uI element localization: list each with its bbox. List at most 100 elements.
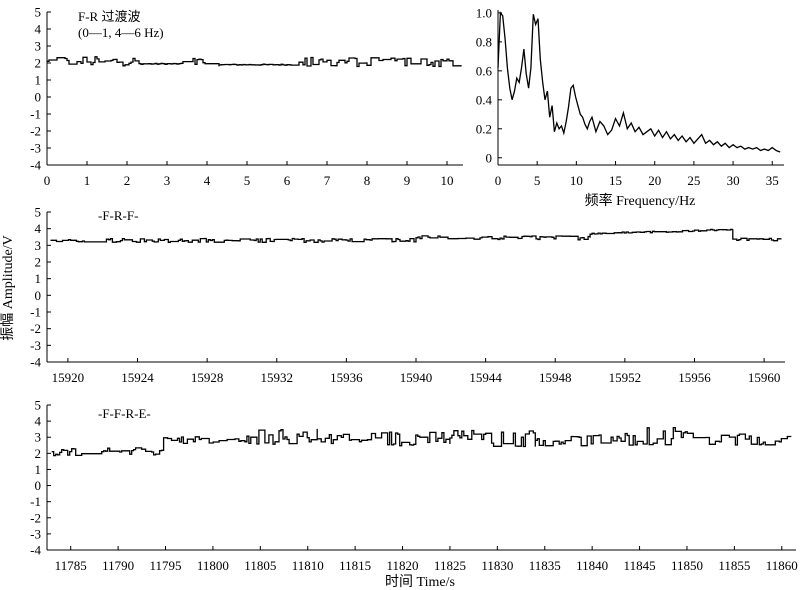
x-tick-label: 15924	[121, 370, 154, 385]
panel-ffre-annotation: -F-F-R-E-	[98, 406, 151, 421]
y-tick-label: 4	[35, 221, 42, 236]
panel-fr-transition-series-line	[47, 56, 462, 68]
x-tick-label: 11800	[197, 558, 229, 573]
x-tick-label: 11815	[339, 558, 371, 573]
y-tick-label: -3	[30, 338, 41, 353]
x-tick-label: 15928	[191, 370, 224, 385]
x-tick-label: 11830	[481, 558, 513, 573]
y-tick-label: 5	[35, 205, 42, 220]
y-tick-label: 5	[35, 398, 42, 413]
y-tick-label: 2	[35, 255, 42, 270]
x-tick-label: 2	[124, 173, 131, 188]
y-tick-label: -2	[30, 124, 41, 139]
y-tick-label: -1	[30, 494, 41, 509]
x-tick-label: 5	[244, 173, 251, 188]
panel-annotation-line: (0—1, 4—6 Hz)	[78, 25, 164, 40]
x-tick-label: 11795	[149, 558, 181, 573]
y-tick-label: 1	[35, 271, 42, 286]
y-tick-label: -4	[30, 355, 41, 370]
y-tick-label: -2	[30, 321, 41, 336]
x-tick-label: 4	[204, 173, 211, 188]
y-tick-label: 0	[35, 288, 42, 303]
panel-frf-ticks: 54 3 21 0 -1-2 -3 -4 15920 15924 15928 15932 15936 1…	[30, 205, 780, 386]
x-tick-label: 0	[495, 173, 502, 188]
y-tick-label: 4	[35, 22, 42, 37]
x-tick-label: 1	[84, 173, 91, 188]
y-tick-label: 0	[35, 478, 42, 493]
y-tick-label: 2	[35, 446, 42, 461]
y-tick-label: 4	[35, 414, 42, 429]
y-tick-label: 0.8	[476, 34, 492, 49]
x-tick-label: 15960	[748, 370, 781, 385]
x-tick-label: 7	[324, 173, 331, 188]
x-tick-label: 11845	[624, 558, 656, 573]
x-tick-label: 11805	[244, 558, 276, 573]
panel-frf: 54 3 21 0 -1-2 -3 -4 15920 15924 15928 15932 15936 1…	[30, 205, 785, 386]
x-tick-label: 11850	[671, 558, 703, 573]
x-tick-label: 0	[44, 173, 51, 188]
y-tick-label: 1	[35, 462, 42, 477]
x-tick-label: 15952	[609, 370, 642, 385]
x-tick-label: 15	[609, 173, 622, 188]
y-tick-label: -3	[30, 526, 41, 541]
x-tick-label: 15940	[400, 370, 433, 385]
x-tick-label: 3	[164, 173, 171, 188]
y-tick-label: 3	[35, 430, 42, 445]
x-tick-label: 6	[284, 173, 291, 188]
y-tick-label: -3	[30, 141, 41, 156]
panel-annotation-line: -F-F-R-E-	[98, 406, 151, 421]
y-tick-label: -2	[30, 510, 41, 525]
y-tick-label: -1	[30, 305, 41, 320]
x-tick-label: 11840	[576, 558, 608, 573]
x-tick-label: 10	[570, 173, 583, 188]
x-tick-label: 11785	[55, 558, 87, 573]
x-tick-label: 11860	[766, 558, 798, 573]
panel-fr-transition-annotation: F-R 过渡波(0—1, 4—6 Hz)	[78, 9, 164, 40]
x-tick-label: 35	[766, 173, 779, 188]
x-tick-label: 9	[404, 173, 411, 188]
x-tick-label: 10	[441, 173, 454, 188]
panel-frequency-spectrum-ticks: 1.0 0.8 0.6 0.4 0.2 00 5 10 15 20 25 30 35	[476, 5, 779, 188]
panel-frequency-spectrum: 1.0 0.8 0.6 0.4 0.2 00 5 10 15 20 25 30 35 频率 Freque…	[476, 5, 784, 209]
x-tick-label: 5	[534, 173, 541, 188]
y-tick-label: -1	[30, 107, 41, 122]
y-tick-label: 2	[35, 56, 42, 71]
y-tick-label: 0.6	[476, 63, 493, 78]
x-tick-label: 15932	[261, 370, 294, 385]
y-tick-label: 1	[35, 73, 42, 88]
panel-ffre-series-line	[51, 426, 792, 457]
x-tick-label: 11835	[529, 558, 561, 573]
x-tick-label: 11790	[102, 558, 134, 573]
y-tick-label: 5	[35, 5, 42, 20]
x-tick-label: 11820	[387, 558, 419, 573]
x-tick-label: 20	[648, 173, 661, 188]
y-tick-label: 0	[35, 90, 42, 105]
time-axis-title: 时间 Time/s	[385, 574, 455, 590]
y-tick-label: 0.2	[476, 121, 492, 136]
y-tick-label: 1.0	[476, 5, 492, 20]
frequency-axis-title: 频率 Frequency/Hz	[585, 192, 696, 209]
y-tick-label: 0.4	[476, 92, 493, 107]
x-tick-label: 15948	[539, 370, 572, 385]
x-tick-label: 11825	[434, 558, 466, 573]
x-tick-label: 15936	[330, 370, 363, 385]
x-tick-label: 25	[687, 173, 700, 188]
panel-frequency-spectrum-series-line	[497, 11, 781, 153]
y-tick-label: 0	[486, 150, 493, 165]
y-tick-label: -4	[30, 543, 41, 558]
amplitude-axis-title: 振幅 Amplitude/V	[0, 235, 16, 340]
panel-frf-annotation: -F-R-F-	[98, 208, 138, 223]
x-tick-label: 30	[727, 173, 740, 188]
panel-annotation-line: F-R 过渡波	[78, 9, 140, 24]
x-tick-label: 15956	[678, 370, 711, 385]
y-tick-label: 3	[35, 238, 42, 253]
x-tick-label: 15920	[52, 370, 85, 385]
y-tick-label: -4	[30, 158, 41, 173]
x-tick-label: 15944	[469, 370, 502, 385]
y-tick-label: 3	[35, 39, 42, 54]
x-tick-label: 11810	[292, 558, 324, 573]
